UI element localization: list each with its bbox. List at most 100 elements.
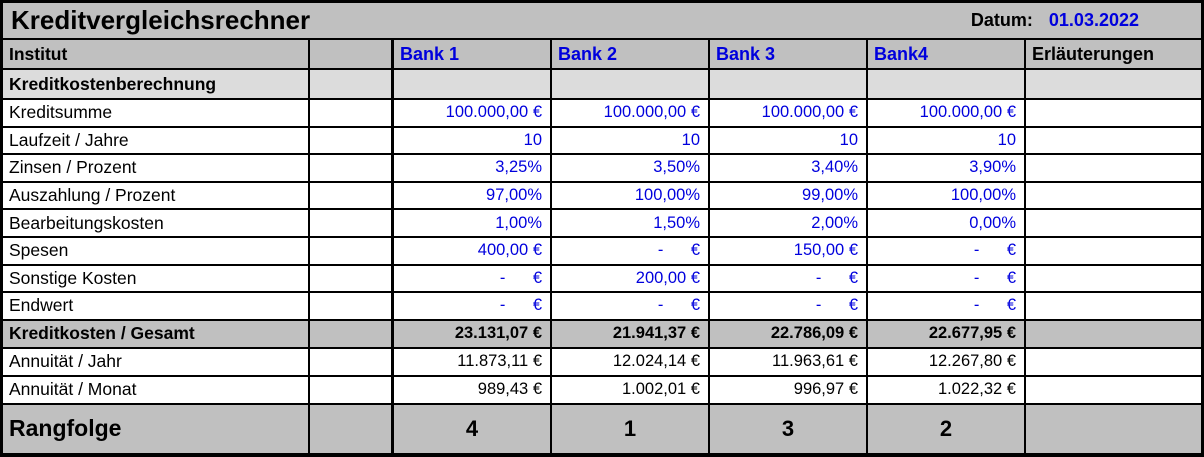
notes-cell xyxy=(1026,349,1201,377)
notes-cell xyxy=(1026,128,1201,156)
laufzeit-bank3-value[interactable]: 10 xyxy=(710,127,868,156)
sonstige-kosten-bank1-value[interactable]: - € xyxy=(394,265,552,294)
row-label-annuitaet-monat: Annuität / Monat xyxy=(3,376,310,405)
bearbeitungskosten-bank4-value[interactable]: 0,00% xyxy=(868,210,1026,238)
column-header-institut: Institut xyxy=(3,40,310,70)
zinsen-bank3-value[interactable]: 3,40% xyxy=(710,155,868,183)
notes-cell xyxy=(1026,183,1201,211)
row-label-auszahlung: Auszahlung / Prozent xyxy=(3,182,310,211)
spesen-bank1-value[interactable]: 400,00 € xyxy=(394,237,552,266)
empty-cell xyxy=(310,293,394,321)
row-label-kreditkosten-gesamt: Kreditkosten / Gesamt xyxy=(3,320,310,349)
row-label-sonstige-kosten: Sonstige Kosten xyxy=(3,265,310,294)
notes-cell xyxy=(1026,377,1201,405)
spesen-bank2-value[interactable]: - € xyxy=(552,237,710,266)
bearbeitungskosten-bank3-value[interactable]: 2,00% xyxy=(710,210,868,238)
kreditsumme-bank2-value[interactable]: 100.000,00 € xyxy=(552,100,710,128)
endwert-bank4-value[interactable]: - € xyxy=(868,293,1026,321)
laufzeit-bank4-value[interactable]: 10 xyxy=(868,127,1026,156)
kreditkosten-bank4-value: 22.677,95 € xyxy=(868,320,1026,349)
empty-cell xyxy=(1026,70,1201,100)
column-header-erlaeuterungen: Erläuterungen xyxy=(1026,40,1201,70)
notes-cell xyxy=(1026,293,1201,321)
empty-cell xyxy=(710,70,868,100)
empty-cell xyxy=(310,210,394,238)
sonstige-kosten-bank3-value[interactable]: - € xyxy=(710,265,868,294)
row-label-annuitaet-jahr: Annuität / Jahr xyxy=(3,348,310,377)
auszahlung-bank3-value[interactable]: 99,00% xyxy=(710,182,868,211)
column-header-bank2: Bank 2 xyxy=(552,40,710,70)
row-label-endwert: Endwert xyxy=(3,293,310,321)
empty-cell xyxy=(310,40,394,70)
auszahlung-bank1-value[interactable]: 97,00% xyxy=(394,182,552,211)
annuitaet-jahr-bank3-value: 11.963,61 € xyxy=(710,348,868,377)
notes-cell xyxy=(1026,320,1201,349)
bearbeitungskosten-bank2-value[interactable]: 1,50% xyxy=(552,210,710,238)
empty-cell xyxy=(310,100,394,128)
rangfolge-bank4-value: 2 xyxy=(868,404,1026,453)
laufzeit-bank2-value[interactable]: 10 xyxy=(552,127,710,156)
row-label-rangfolge: Rangfolge xyxy=(3,404,310,453)
spesen-bank4-value[interactable]: - € xyxy=(868,237,1026,266)
empty-cell xyxy=(394,70,552,100)
bearbeitungskosten-bank1-value[interactable]: 1,00% xyxy=(394,210,552,238)
notes-cell xyxy=(1026,210,1201,238)
empty-cell xyxy=(868,70,1026,100)
kreditkosten-bank1-value: 23.131,07 € xyxy=(394,320,552,349)
column-header-bank4: Bank4 xyxy=(868,40,1026,70)
sonstige-kosten-bank4-value[interactable]: - € xyxy=(868,265,1026,294)
spesen-bank3-value[interactable]: 150,00 € xyxy=(710,237,868,266)
page-title: Kreditvergleichsrechner xyxy=(11,5,311,35)
date-area: Datum: 01.03.2022 xyxy=(971,10,1201,31)
endwert-bank2-value[interactable]: - € xyxy=(552,293,710,321)
date-value[interactable]: 01.03.2022 xyxy=(1048,10,1139,30)
notes-cell xyxy=(1026,404,1201,453)
row-label-zinsen: Zinsen / Prozent xyxy=(3,155,310,183)
zinsen-bank1-value[interactable]: 3,25% xyxy=(394,155,552,183)
zinsen-bank4-value[interactable]: 3,90% xyxy=(868,155,1026,183)
annuitaet-jahr-bank1-value: 11.873,11 € xyxy=(394,348,552,377)
empty-cell xyxy=(310,127,394,156)
annuitaet-jahr-bank2-value: 12.024,14 € xyxy=(552,348,710,377)
empty-cell xyxy=(310,70,394,100)
empty-cell xyxy=(310,155,394,183)
row-label-kreditsumme: Kreditsumme xyxy=(3,100,310,128)
notes-cell xyxy=(1026,155,1201,183)
annuitaet-monat-bank1-value: 989,43 € xyxy=(394,376,552,405)
annuitaet-monat-bank4-value: 1.022,32 € xyxy=(868,376,1026,405)
endwert-bank1-value[interactable]: - € xyxy=(394,293,552,321)
sonstige-kosten-bank2-value[interactable]: 200,00 € xyxy=(552,265,710,294)
row-label-laufzeit: Laufzeit / Jahre xyxy=(3,127,310,156)
empty-cell xyxy=(310,404,394,453)
rangfolge-bank3-value: 3 xyxy=(710,404,868,453)
endwert-bank3-value[interactable]: - € xyxy=(710,293,868,321)
row-label-spesen: Spesen xyxy=(3,237,310,266)
laufzeit-bank1-value[interactable]: 10 xyxy=(394,127,552,156)
kreditkosten-bank2-value: 21.941,37 € xyxy=(552,320,710,349)
row-label-bearbeitungskosten: Bearbeitungskosten xyxy=(3,210,310,238)
notes-cell xyxy=(1026,238,1201,266)
title-row: Kreditvergleichsrechner Datum: 01.03.202… xyxy=(3,3,1201,40)
notes-cell xyxy=(1026,100,1201,128)
empty-cell xyxy=(552,70,710,100)
annuitaet-monat-bank2-value: 1.002,01 € xyxy=(552,376,710,405)
date-label: Datum: xyxy=(970,10,1033,30)
kreditkosten-bank3-value: 22.786,09 € xyxy=(710,320,868,349)
rangfolge-bank2-value: 1 xyxy=(552,404,710,453)
section-header: Kreditkostenberechnung xyxy=(3,70,310,100)
rangfolge-bank1-value: 4 xyxy=(394,404,552,453)
annuitaet-monat-bank3-value: 996,97 € xyxy=(710,376,868,405)
zinsen-bank2-value[interactable]: 3,50% xyxy=(552,155,710,183)
kreditsumme-bank1-value[interactable]: 100.000,00 € xyxy=(394,100,552,128)
empty-cell xyxy=(310,265,394,294)
empty-cell xyxy=(310,237,394,266)
auszahlung-bank4-value[interactable]: 100,00% xyxy=(868,182,1026,211)
empty-cell xyxy=(310,320,394,349)
empty-cell xyxy=(310,376,394,405)
column-header-bank1: Bank 1 xyxy=(394,40,552,70)
auszahlung-bank2-value[interactable]: 100,00% xyxy=(552,182,710,211)
kreditsumme-bank4-value[interactable]: 100.000,00 € xyxy=(868,100,1026,128)
kreditsumme-bank3-value[interactable]: 100.000,00 € xyxy=(710,100,868,128)
empty-cell xyxy=(310,348,394,377)
